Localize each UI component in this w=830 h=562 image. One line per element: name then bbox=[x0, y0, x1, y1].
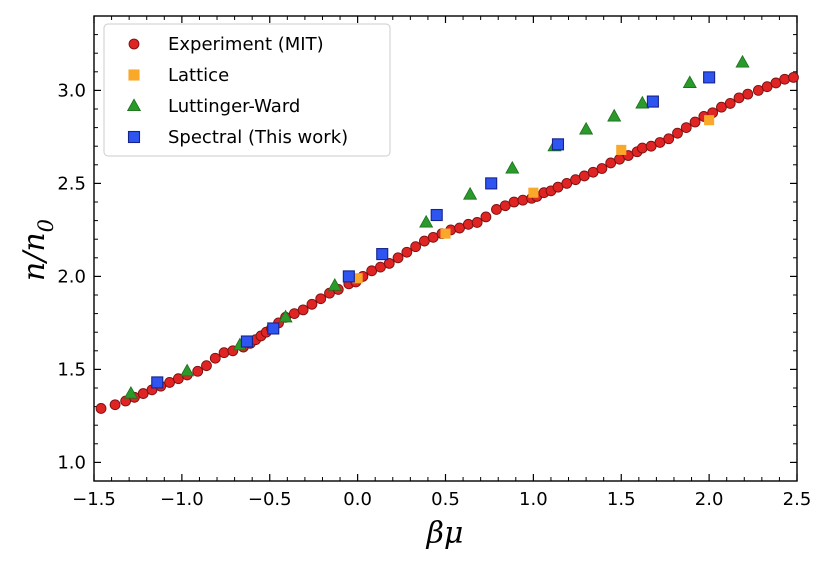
data-point bbox=[672, 127, 683, 139]
data-point bbox=[735, 54, 750, 68]
y-tick-label: 2.0 bbox=[57, 266, 86, 287]
data-point bbox=[528, 187, 539, 198]
legend-marker bbox=[128, 69, 140, 81]
legend-label: Experiment (MIT) bbox=[168, 34, 324, 55]
x-tick-label: 1.0 bbox=[519, 489, 548, 510]
data-point bbox=[376, 248, 389, 261]
data-point bbox=[517, 194, 529, 206]
data-point bbox=[240, 335, 253, 348]
data-point bbox=[788, 71, 799, 83]
data-series bbox=[95, 54, 799, 414]
data-point bbox=[646, 95, 659, 108]
series-lattice bbox=[352, 115, 715, 284]
data-point bbox=[109, 399, 121, 411]
data-point bbox=[209, 352, 221, 364]
legend: Experiment (MIT) Lattice Luttinger-Ward Spe… bbox=[103, 23, 391, 157]
y-tick-label: 2.5 bbox=[57, 173, 86, 194]
legend-marker bbox=[126, 98, 142, 112]
data-point bbox=[123, 385, 138, 399]
data-point bbox=[383, 257, 395, 269]
data-point bbox=[779, 73, 791, 85]
data-point bbox=[201, 360, 212, 372]
data-point bbox=[306, 298, 318, 310]
legend-label: Lattice bbox=[168, 65, 229, 86]
y-axis-title-subscript: 0 bbox=[34, 219, 58, 232]
data-point bbox=[636, 142, 648, 154]
series-spectral-this-work bbox=[151, 71, 716, 389]
data-point bbox=[508, 196, 520, 208]
data-point bbox=[430, 208, 443, 222]
x-tick-label: −1.5 bbox=[72, 489, 116, 510]
data-point bbox=[410, 241, 422, 253]
data-point bbox=[267, 322, 280, 335]
data-point bbox=[480, 211, 492, 223]
legend-label: Luttinger-Ward bbox=[168, 96, 300, 117]
data-point bbox=[635, 95, 650, 109]
y-axis-title-main: n/n bbox=[17, 232, 52, 281]
data-point bbox=[579, 121, 594, 135]
data-point bbox=[663, 133, 675, 145]
axis-ticks: −1.5 −1.0 −0.5 0.0 0.5 1.0 1.5 2.0 2.5 1.0 1.5 2.0 2… bbox=[57, 15, 812, 510]
data-point bbox=[440, 228, 451, 239]
data-point bbox=[596, 163, 608, 174]
data-point bbox=[151, 376, 164, 389]
x-tick-label: 0.5 bbox=[431, 489, 460, 510]
data-point bbox=[724, 98, 736, 109]
data-point bbox=[742, 88, 754, 100]
data-point bbox=[463, 186, 478, 200]
data-point bbox=[180, 363, 195, 377]
data-point bbox=[703, 71, 716, 84]
data-point bbox=[680, 122, 692, 134]
x-axis-title: βμ bbox=[426, 516, 464, 551]
data-point bbox=[551, 138, 565, 151]
data-point bbox=[218, 347, 230, 359]
data-point bbox=[342, 270, 355, 283]
x-tick-label: 0.0 bbox=[343, 489, 372, 510]
x-tick-label: −0.5 bbox=[248, 489, 292, 510]
x-tick-label: 2.0 bbox=[695, 489, 724, 510]
data-point bbox=[392, 252, 404, 264]
data-point bbox=[327, 278, 342, 291]
data-point bbox=[315, 293, 327, 305]
data-point bbox=[297, 304, 309, 316]
legend-box bbox=[103, 23, 391, 157]
data-point bbox=[616, 144, 627, 155]
y-axis-title: n/n0 bbox=[17, 219, 58, 281]
legend-label: Spectral (This work) bbox=[168, 127, 348, 148]
data-point bbox=[689, 116, 701, 128]
legend-marker bbox=[128, 38, 140, 50]
data-point bbox=[682, 75, 697, 88]
data-point bbox=[704, 115, 715, 126]
data-point bbox=[192, 365, 204, 377]
legend-marker bbox=[127, 130, 141, 144]
data-point bbox=[462, 218, 474, 230]
y-tick-label: 1.0 bbox=[57, 452, 86, 473]
data-point bbox=[505, 160, 520, 174]
data-point bbox=[607, 108, 622, 122]
x-tick-label: 1.5 bbox=[607, 489, 636, 510]
y-tick-label: 3.0 bbox=[57, 80, 86, 101]
data-point bbox=[278, 309, 293, 323]
data-point bbox=[485, 177, 498, 190]
data-point bbox=[419, 214, 434, 228]
x-tick-label: −1.0 bbox=[160, 489, 204, 510]
data-point bbox=[95, 403, 107, 414]
y-tick-label: 1.5 bbox=[57, 359, 86, 380]
data-point bbox=[471, 217, 483, 228]
x-tick-label: 2.5 bbox=[783, 489, 812, 510]
data-point bbox=[401, 246, 413, 258]
